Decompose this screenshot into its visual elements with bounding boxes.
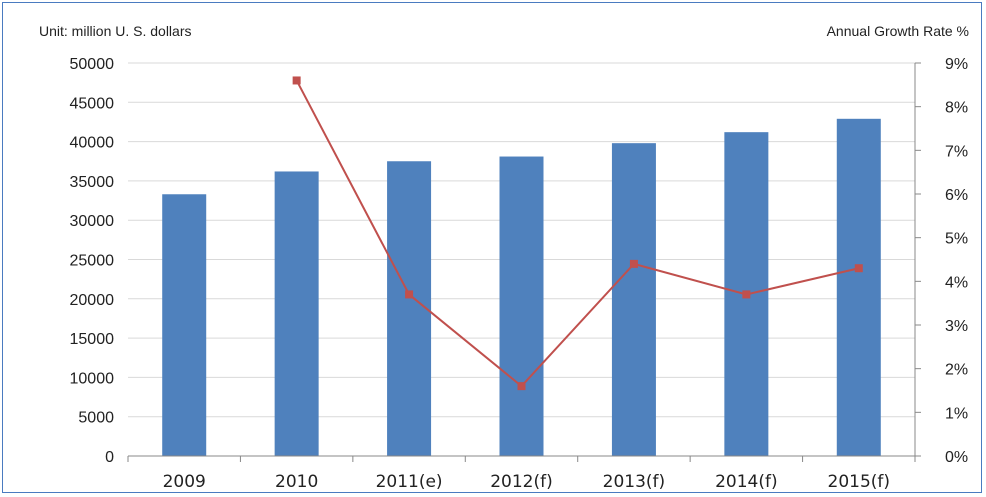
right-tick-label: 3% — [945, 318, 968, 335]
growth-rate-marker — [854, 264, 863, 273]
bar — [387, 161, 432, 456]
left-tick-label: 45000 — [70, 95, 115, 112]
category-label: 2011(e) — [376, 472, 443, 492]
growth-rate-marker — [292, 76, 301, 85]
left-tick-label: 30000 — [70, 213, 115, 230]
bar-series — [162, 118, 881, 456]
left-tick-label: 5000 — [78, 410, 114, 427]
category-label: 2010 — [275, 472, 318, 492]
left-axis-unit-label: Unit: million U. S. dollars — [39, 23, 192, 39]
category-label: 2014(f) — [715, 472, 778, 492]
growth-rate-marker — [405, 290, 414, 299]
right-axis-rate-label: Annual Growth Rate % — [826, 23, 969, 39]
bar — [162, 194, 207, 456]
growth-chart: 0 5000 10000 15000 20000 25000 30000 35000 40000… — [70, 56, 969, 492]
left-tick-label: 20000 — [70, 292, 115, 309]
right-tick-label: 6% — [945, 187, 968, 204]
bar — [274, 171, 319, 456]
left-tick-label: 35000 — [70, 174, 115, 191]
category-label: 2015(f) — [828, 472, 891, 492]
left-tick-label: 0 — [105, 449, 114, 466]
right-tick-label: 9% — [945, 56, 968, 73]
category-label: 2009 — [163, 472, 206, 492]
right-tick-label: 7% — [945, 143, 968, 160]
right-tick-label: 1% — [945, 405, 968, 422]
left-tick-label: 40000 — [70, 135, 115, 152]
bar — [499, 156, 544, 456]
bar — [611, 143, 656, 456]
left-tick-label: 50000 — [70, 56, 115, 73]
growth-rate-marker — [517, 382, 526, 391]
growth-rate-line — [295, 80, 860, 388]
axes — [127, 62, 921, 462]
right-tick-label: 8% — [945, 100, 968, 117]
category-label: 2012(f) — [490, 472, 553, 492]
right-tick-label: 0% — [945, 449, 968, 466]
right-tick-label: 5% — [945, 231, 968, 248]
category-label: 2013(f) — [603, 472, 666, 492]
growth-rate-marker — [742, 290, 751, 299]
right-tick-label: 4% — [945, 274, 968, 291]
right-tick-label: 2% — [945, 362, 968, 379]
growth-rate-marker — [629, 259, 638, 268]
left-tick-label: 10000 — [70, 370, 115, 387]
bar — [836, 118, 881, 456]
growth-rate-series — [292, 76, 863, 391]
left-tick-label: 15000 — [70, 331, 115, 348]
left-tick-label: 25000 — [70, 253, 115, 270]
tick-labels: 0 5000 10000 15000 20000 25000 30000 35000 40000… — [70, 56, 969, 492]
